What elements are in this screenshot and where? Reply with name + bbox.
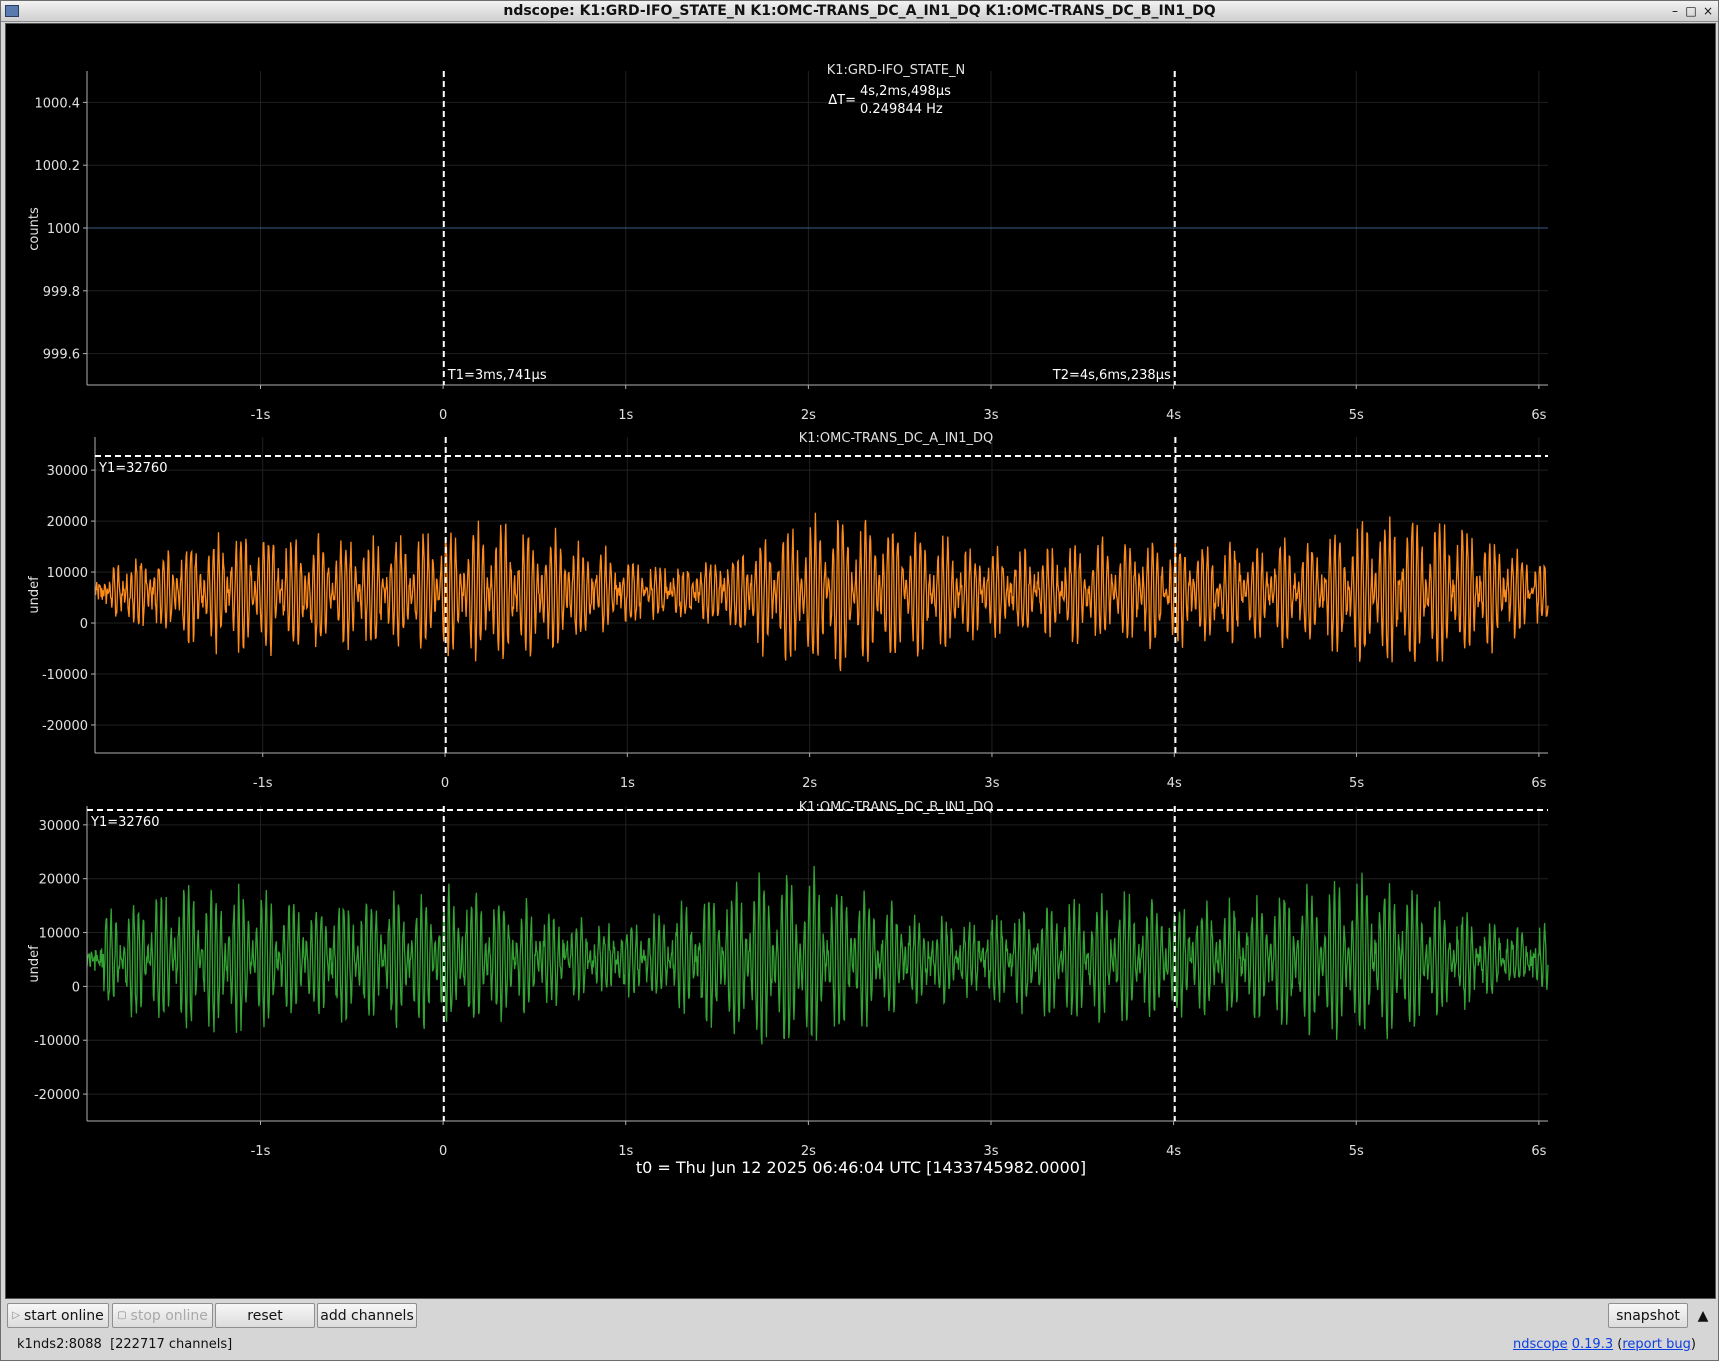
y-tick-label: 0 [80, 617, 88, 632]
y-tick-label: -10000 [42, 668, 88, 683]
y-tick-label: 20000 [39, 873, 80, 888]
snapshot-button[interactable]: snapshot [1608, 1303, 1688, 1328]
x-tick-label: 2s [802, 776, 817, 791]
x-tick-label: 0 [439, 1144, 447, 1159]
y-tick-label: 30000 [47, 464, 88, 479]
x-tick-label: 5s [1349, 1144, 1364, 1159]
ndscope-link[interactable]: ndscope [1512, 1337, 1568, 1352]
x-tick-label: 4s [1166, 408, 1181, 423]
maximize-icon[interactable]: □ [1685, 4, 1697, 18]
x-tick-label: 0 [439, 408, 447, 423]
version-link[interactable]: 0.19.3 [1571, 1337, 1614, 1352]
y-tick-label: 999.8 [43, 285, 80, 300]
series-line [94, 512, 1549, 672]
delta-t-label: ΔT= [828, 93, 856, 108]
x-tick-label: 1s [620, 776, 635, 791]
x-tick-label: 6s [1531, 1144, 1546, 1159]
x-tick-label: 6s [1531, 776, 1546, 791]
y-tick-label: 1000 [47, 222, 80, 237]
x-tick-label: 5s [1349, 776, 1364, 791]
x-tick-label: 0 [441, 776, 449, 791]
y-tick-label: -10000 [34, 1034, 80, 1049]
x-tick-label: 5s [1349, 408, 1364, 423]
start-online-button[interactable]: ▷ start online [7, 1303, 109, 1328]
x-tick-label: -1s [253, 776, 273, 791]
app-icon[interactable] [5, 5, 19, 17]
plots-canvas[interactable]: 999.6 999.8 1000 1000.2 1000.4 -1s 0 1s 2s 3s 4s 5s… [6, 24, 1717, 1300]
title-bar: ndscope: K1:GRD-IFO_STATE_N K1:OMC-TRANS… [1, 1, 1718, 22]
y-tick-label: 1000.4 [35, 96, 81, 111]
play-icon: ▷ [12, 1310, 20, 1321]
delta-freq-value: 0.249844 Hz [860, 102, 943, 117]
reset-button[interactable]: reset [215, 1303, 315, 1328]
y1-cursor-label: Y1=32760 [98, 461, 167, 476]
plot-title: K1:OMC-TRANS_DC_A_IN1_DQ [799, 431, 994, 446]
stop-online-label: stop online [130, 1307, 208, 1324]
x-tick-label: -1s [251, 1144, 271, 1159]
x-tick-label: 2s [801, 1144, 816, 1159]
minimize-icon[interactable]: – [1672, 4, 1678, 18]
stop-online-button[interactable]: ▢ stop online [112, 1303, 213, 1328]
start-online-label: start online [23, 1307, 104, 1324]
y1-cursor-label: Y1=32760 [90, 815, 159, 830]
x-tick-label: 3s [983, 1144, 998, 1159]
x-tick-label: -1s [251, 408, 271, 423]
y-tick-label: 0 [72, 980, 80, 995]
y-tick-label: 10000 [39, 927, 80, 942]
plot-area[interactable]: 999.6 999.8 1000 1000.2 1000.4 -1s 0 1s 2s 3s 4s 5s… [5, 23, 1716, 1299]
stop-icon: ▢ [117, 1310, 127, 1321]
x-tick-label: 2s [801, 408, 816, 423]
x-tick-label: 4s [1167, 776, 1182, 791]
x-tick-label: 3s [984, 776, 999, 791]
y-tick-label: -20000 [34, 1088, 80, 1103]
server-status: k1nds2:8088 [222717 channels] [17, 1337, 233, 1352]
plot-title: K1:GRD-IFO_STATE_N [827, 63, 965, 78]
y-tick-label: 999.6 [43, 348, 80, 363]
add-channels-button[interactable]: add channels [317, 1303, 417, 1328]
x-tick-label: 4s [1166, 1144, 1181, 1159]
expand-icon[interactable]: ▲ [1697, 1307, 1709, 1324]
version-info: ndscope 0.19.3 (report bug) [1512, 1337, 1696, 1352]
y-tick-label: 30000 [39, 819, 80, 834]
x-tick-label: 6s [1531, 408, 1546, 423]
t2-label: T2=4s,6ms,238µs [1052, 368, 1171, 383]
y-tick-label: -20000 [42, 719, 88, 734]
plot-title: K1:OMC-TRANS_DC_B_IN1_DQ [799, 800, 994, 815]
x-tick-label: 1s [618, 408, 633, 423]
y-tick-label: 10000 [47, 566, 88, 581]
y-axis-label: undef [27, 576, 42, 614]
window-title: ndscope: K1:GRD-IFO_STATE_N K1:OMC-TRANS… [503, 3, 1216, 19]
status-bar: k1nds2:8088 [222717 channels] ndscope 0.… [5, 1332, 1716, 1358]
t0-label: t0 = Thu Jun 12 2025 06:46:04 UTC [14337… [636, 1158, 1086, 1177]
delta-t-value: 4s,2ms,498µs [860, 84, 951, 99]
t1-label: T1=3ms,741µs [447, 368, 547, 383]
x-tick-label: 3s [983, 408, 998, 423]
series-line [86, 865, 1549, 1045]
close-icon[interactable]: × [1702, 4, 1714, 18]
y-tick-label: 20000 [47, 515, 88, 530]
toolbar: ▷ start online ▢ stop online reset add cha… [5, 1300, 1716, 1330]
x-tick-label: 1s [618, 1144, 633, 1159]
y-axis-label: counts [27, 207, 42, 251]
report-bug-link[interactable]: report bug [1622, 1337, 1691, 1352]
y-axis-label: undef [27, 945, 42, 983]
y-tick-label: 1000.2 [35, 159, 81, 174]
